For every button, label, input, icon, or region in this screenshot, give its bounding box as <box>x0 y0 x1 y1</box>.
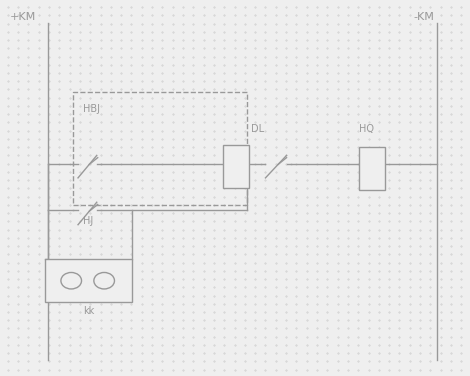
Text: HQ: HQ <box>359 124 374 134</box>
Bar <box>359 147 385 190</box>
Bar <box>45 259 132 302</box>
Bar <box>223 145 249 188</box>
Text: -KM: -KM <box>413 12 434 22</box>
Text: HBJ: HBJ <box>83 104 100 114</box>
Text: kk: kk <box>83 306 94 316</box>
Text: +KM: +KM <box>10 12 36 22</box>
Bar <box>73 92 247 205</box>
Text: HJ: HJ <box>83 216 93 226</box>
Text: DL: DL <box>251 124 265 134</box>
